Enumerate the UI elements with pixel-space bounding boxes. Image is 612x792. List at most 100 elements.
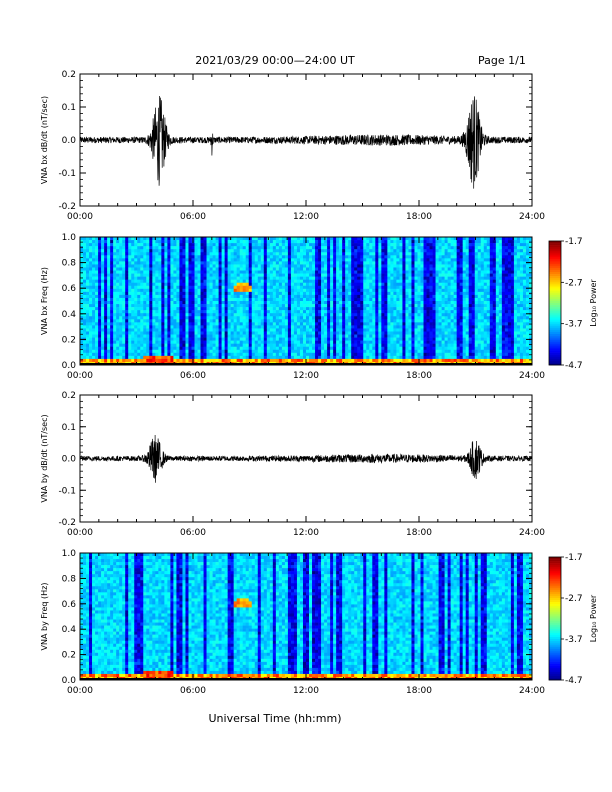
heatmap-cell: [290, 349, 295, 354]
heatmap-cell: [230, 349, 234, 354]
heatmap-cell: [146, 237, 150, 241]
heatmap-cell: [408, 349, 412, 354]
heatmap-cell: [200, 352, 204, 357]
heatmap-cell: [218, 313, 222, 317]
heatmap-cell: [384, 322, 388, 326]
heatmap-cell: [345, 282, 349, 287]
heatmap-cell: [155, 273, 159, 277]
heatmap-cell: [302, 352, 307, 357]
heatmap-cell: [125, 279, 129, 284]
heatmap-cell: [260, 270, 265, 274]
heatmap-cell: [266, 310, 271, 314]
heatmap-cell: [197, 285, 201, 290]
heatmap-cell: [411, 358, 415, 363]
heatmap-cell: [342, 243, 346, 247]
heatmap-cell: [390, 291, 394, 296]
heatmap-cell: [206, 328, 210, 332]
heatmap-cell: [224, 270, 228, 274]
heatmap-cell: [312, 282, 316, 287]
heatmap-cell: [215, 325, 219, 329]
heatmap-cell: [348, 249, 352, 253]
heatmap-cell: [158, 352, 162, 357]
heatmap-cell: [245, 294, 250, 299]
heatmap-cell: [399, 267, 403, 271]
heatmap-cell: [293, 355, 298, 360]
heatmap-cell: [128, 322, 132, 326]
heatmap-cell: [357, 270, 361, 274]
heatmap-cell: [309, 313, 313, 317]
heatmap-cell: [95, 258, 99, 262]
heatmap-cell: [119, 316, 123, 320]
heatmap-cell: [128, 346, 132, 351]
heatmap-cell: [83, 334, 87, 338]
heatmap-cell: [155, 349, 159, 354]
heatmap-cell: [230, 249, 234, 253]
heatmap-cell: [233, 355, 237, 360]
heatmap-cell: [318, 301, 322, 305]
heatmap-cell: [354, 240, 358, 244]
heatmap-cell: [149, 328, 153, 332]
heatmap-cell: [275, 240, 280, 244]
heatmap-cell: [188, 325, 192, 329]
heatmap-cell: [227, 270, 231, 274]
heatmap-cell: [92, 340, 96, 344]
heatmap-cell: [179, 264, 183, 268]
heatmap-cell: [245, 319, 250, 323]
heatmap-cell: [375, 285, 379, 290]
heatmap-cell: [272, 282, 277, 287]
heatmap-cell: [251, 325, 256, 329]
heatmap-cell: [375, 325, 379, 329]
heatmap-cell: [402, 288, 406, 293]
heatmap-cell: [345, 337, 349, 341]
heatmap-cell: [423, 310, 427, 314]
heatmap-cell: [387, 316, 391, 320]
heatmap-cell: [143, 328, 147, 332]
heatmap-cell: [128, 297, 132, 302]
heatmap-cell: [405, 267, 409, 271]
heatmap-cell: [152, 331, 156, 335]
heatmap-cell: [324, 316, 328, 320]
heatmap-cell: [239, 252, 244, 256]
heatmap-cell: [299, 246, 304, 250]
heatmap-cell: [158, 307, 162, 311]
heatmap-cell: [372, 301, 376, 305]
heatmap-cell: [245, 331, 250, 335]
heatmap-cell: [137, 346, 141, 351]
heatmap-cell: [152, 297, 156, 302]
heatmap-cell: [95, 261, 99, 265]
heatmap-cell: [287, 258, 292, 262]
heatmap-cell: [137, 352, 141, 357]
heatmap-cell: [266, 261, 271, 265]
heatmap-cell: [393, 307, 397, 311]
heatmap-cell: [200, 249, 204, 253]
heatmap-cell: [396, 246, 400, 250]
heatmap-cell: [414, 279, 418, 284]
heatmap-cell: [188, 346, 192, 351]
heatmap-cell: [302, 282, 307, 287]
heatmap-cell: [263, 328, 268, 332]
heatmap-cell: [390, 294, 394, 299]
heatmap-cell: [330, 316, 334, 320]
heatmap-cell: [176, 355, 180, 360]
heatmap-cell: [86, 270, 90, 274]
heatmap-cell: [176, 331, 180, 335]
heatmap-cell: [402, 258, 406, 262]
heatmap-cell: [345, 297, 349, 302]
heatmap-cell: [342, 316, 346, 320]
heatmap-cell: [188, 358, 192, 363]
heatmap-cell: [188, 237, 192, 241]
heatmap-cell: [113, 252, 117, 256]
heatmap-cell: [173, 325, 177, 329]
heatmap-cell: [324, 352, 328, 357]
heatmap-cell: [95, 246, 99, 250]
heatmap-cell: [101, 258, 105, 262]
heatmap-cell: [254, 273, 259, 277]
heatmap-cell: [194, 322, 198, 326]
heatmap-cell: [203, 307, 207, 311]
heatmap-cell: [209, 301, 213, 305]
heatmap-cell: [263, 355, 268, 360]
heatmap-cell: [152, 328, 156, 332]
heatmap-cell: [309, 270, 313, 274]
heatmap-cell: [330, 258, 334, 262]
